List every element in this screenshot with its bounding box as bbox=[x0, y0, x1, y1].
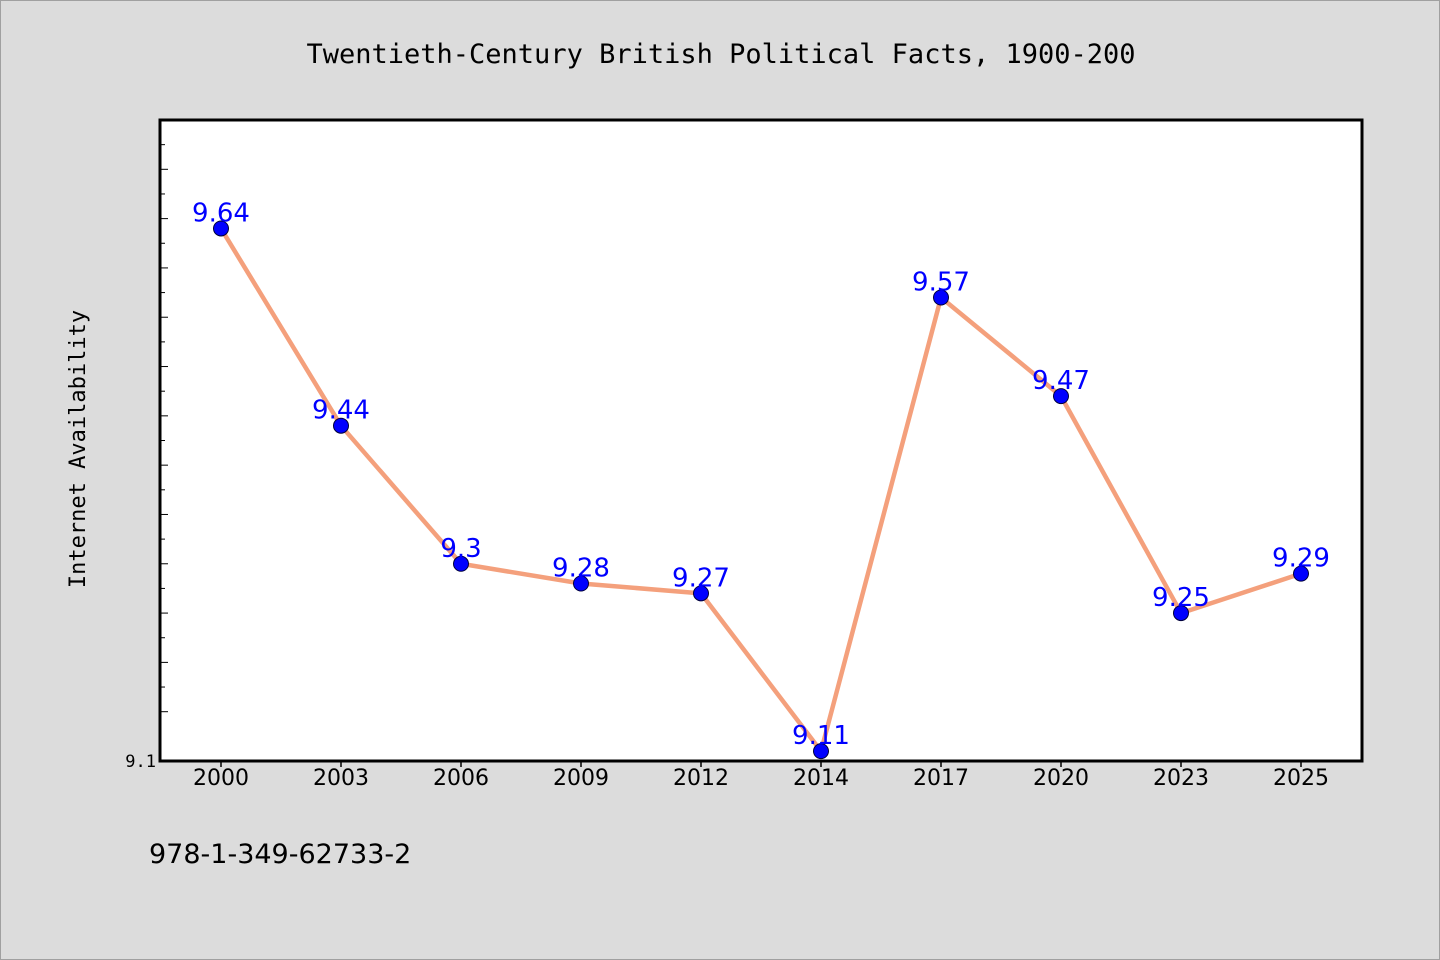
data-label: 9.25 bbox=[1152, 583, 1210, 613]
series-line bbox=[219, 227, 1302, 754]
data-label-group: 9.64 9.44 9.3 9.28 9.27 9.11 9.57 9.47 9.25 9.29 bbox=[192, 198, 1330, 751]
data-point bbox=[813, 743, 829, 760]
data-label: 9.44 bbox=[312, 396, 370, 426]
data-point bbox=[1293, 565, 1309, 582]
data-label: 9.57 bbox=[912, 268, 970, 298]
x-tick-label: 2006 bbox=[433, 766, 489, 791]
x-tick-label: 2003 bbox=[313, 766, 369, 791]
isbn-footer: 978-1-349-62733-2 bbox=[149, 839, 411, 870]
data-point-group bbox=[213, 220, 1309, 760]
data-point bbox=[213, 220, 229, 237]
data-point bbox=[1053, 388, 1069, 405]
x-tick-label: 2012 bbox=[673, 766, 729, 791]
data-label: 9.64 bbox=[192, 198, 250, 228]
data-label: 9.27 bbox=[672, 563, 730, 593]
y-axis-ticks: 9.1 bbox=[125, 752, 156, 772]
x-tick-label: 2025 bbox=[1273, 766, 1329, 791]
data-point bbox=[453, 555, 469, 572]
chart-title: Twentieth-Century British Political Fact… bbox=[306, 39, 1135, 70]
data-label: 9.28 bbox=[552, 553, 610, 583]
data-label: 9.3 bbox=[440, 534, 481, 564]
x-tick-label: 2009 bbox=[553, 766, 609, 791]
x-tick-label: 2017 bbox=[913, 766, 969, 791]
x-tick-label: 2020 bbox=[1033, 766, 1089, 791]
y-axis-minor-ticks bbox=[160, 144, 168, 713]
data-label: 9.47 bbox=[1032, 366, 1090, 396]
series-line-group bbox=[219, 227, 1302, 754]
x-tick-label: 2000 bbox=[193, 766, 249, 791]
data-label: 9.29 bbox=[1272, 544, 1330, 574]
data-point bbox=[933, 289, 949, 306]
data-point bbox=[693, 585, 709, 602]
y-tick-label: 9.1 bbox=[125, 752, 156, 772]
plot-area bbox=[158, 118, 1364, 763]
x-tick-label: 2014 bbox=[793, 766, 849, 791]
x-axis-ticks: 2000 2003 2006 2009 2012 2014 2017 2020 2023 2025 bbox=[193, 761, 1329, 791]
y-axis-label: Internet Availability bbox=[66, 310, 91, 588]
x-tick-label: 2023 bbox=[1153, 766, 1209, 791]
data-point bbox=[1173, 605, 1189, 622]
data-label: 9.11 bbox=[792, 721, 850, 751]
data-point bbox=[573, 575, 589, 592]
data-point bbox=[333, 417, 349, 434]
